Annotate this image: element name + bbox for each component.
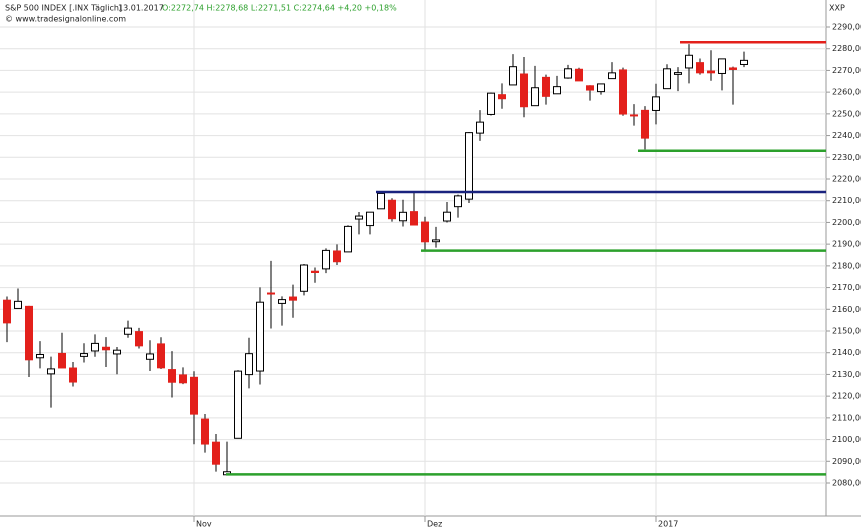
x-tick-label: Nov — [196, 520, 212, 529]
candle-body — [322, 249, 330, 270]
y-tick-label: 2180,00 — [832, 261, 861, 270]
candle-body — [652, 96, 660, 111]
candle-body — [135, 331, 143, 347]
candle-body — [498, 94, 506, 100]
y-tick-label: 2280,00 — [832, 44, 861, 53]
candle-body — [300, 264, 308, 292]
candle-body — [36, 353, 44, 359]
candle-body — [80, 353, 88, 357]
candle-body — [168, 369, 176, 383]
candle-body — [619, 69, 627, 115]
y-tick-label: 2260,00 — [832, 88, 861, 97]
candle-body — [333, 250, 341, 263]
y-tick-label: 2150,00 — [832, 327, 861, 336]
candle-body — [377, 192, 385, 210]
y-tick-label: 2290,00 — [832, 23, 861, 32]
y-tick-label: 2200,00 — [832, 218, 861, 227]
candle-body — [289, 296, 297, 301]
y-tick-label: 2120,00 — [832, 392, 861, 401]
candle-body — [685, 54, 693, 69]
candle-body — [14, 300, 22, 309]
date: 13.01.2017 — [118, 4, 164, 13]
candle-body — [256, 301, 264, 372]
candle-body — [663, 68, 671, 90]
y-tick-label: 2160,00 — [832, 305, 861, 314]
candle-body — [278, 299, 286, 304]
y-tick-label: 2170,00 — [832, 283, 861, 292]
candle-body — [355, 215, 363, 220]
candle-body — [740, 59, 748, 65]
candle-body — [366, 211, 374, 227]
candle-body — [146, 353, 154, 360]
candle-body — [575, 68, 583, 82]
chart-title: S&P 500 INDEX [.INX Täglich] — [5, 4, 122, 13]
candle-body — [245, 353, 253, 376]
y-tick-label: 2250,00 — [832, 109, 861, 118]
candle-body — [58, 352, 66, 369]
candle-body — [586, 85, 594, 91]
candle-body — [234, 370, 242, 439]
candle-body — [91, 342, 99, 352]
candle-body — [201, 418, 209, 445]
axis-label: XXP — [829, 4, 845, 13]
candle-body — [212, 441, 220, 465]
candle-body — [443, 211, 451, 222]
candle-body — [179, 374, 187, 384]
candle-body — [421, 221, 429, 243]
y-tick-label: 2110,00 — [832, 413, 861, 422]
y-tick-label: 2100,00 — [832, 435, 861, 444]
candle-body — [476, 121, 484, 134]
candle-body — [102, 346, 110, 351]
y-tick-label: 2220,00 — [832, 175, 861, 184]
candle-body — [553, 86, 561, 95]
candle-body — [69, 367, 77, 383]
y-tick-label: 2270,00 — [832, 66, 861, 75]
candle-body — [388, 199, 396, 220]
candle-body — [267, 292, 275, 295]
candle-body — [311, 270, 319, 274]
candle-body — [25, 305, 33, 361]
x-tick-label: 2017 — [658, 520, 678, 529]
y-tick-label: 2080,00 — [832, 479, 861, 488]
y-tick-label: 2090,00 — [832, 457, 861, 466]
candle-body — [641, 109, 649, 139]
y-tick-label: 2240,00 — [832, 131, 861, 140]
candle-body — [454, 195, 462, 208]
candle-body — [410, 211, 418, 226]
candle-body — [465, 132, 473, 200]
candle-body — [696, 62, 704, 74]
candle-body — [190, 376, 198, 415]
candle-body — [3, 299, 11, 324]
candle-body — [608, 72, 616, 80]
candle-body — [113, 349, 121, 355]
candle-body — [564, 68, 572, 79]
y-tick-label: 2210,00 — [832, 196, 861, 205]
candle-body — [157, 343, 165, 369]
candle-body — [432, 239, 440, 243]
candle-body — [630, 114, 638, 117]
quote: O:2272,74 H:2278,68 L:2271,51 C:2274,64 … — [162, 4, 397, 13]
watermark: © www.tradesignalonline.com — [5, 15, 126, 24]
candle-body — [718, 58, 726, 74]
candle-body — [531, 87, 539, 107]
candle-body — [674, 72, 682, 75]
candle-body — [520, 73, 528, 108]
y-tick-label: 2230,00 — [832, 153, 861, 162]
candle-body — [399, 211, 407, 222]
candle-body — [124, 327, 132, 335]
candle-body — [487, 92, 495, 115]
y-tick-label: 2140,00 — [832, 348, 861, 357]
candle-body — [707, 70, 715, 74]
y-tick-label: 2190,00 — [832, 240, 861, 249]
candle-body — [542, 76, 550, 97]
candle-body — [47, 368, 55, 375]
candle-body — [509, 66, 517, 86]
candle-body — [344, 225, 352, 253]
x-tick-label: Dez — [427, 520, 442, 529]
y-tick-label: 2130,00 — [832, 370, 861, 379]
candle-body — [597, 83, 605, 93]
candle-body — [729, 67, 737, 70]
